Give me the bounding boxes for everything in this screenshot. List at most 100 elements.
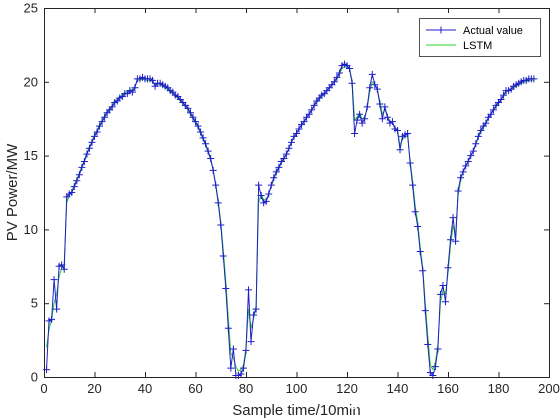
data-point-actual xyxy=(70,183,78,191)
legend-entry-lstm: LSTM xyxy=(426,40,492,52)
data-point-actual xyxy=(275,163,283,171)
data-point-actual xyxy=(280,155,288,163)
data-point-actual xyxy=(404,129,412,137)
data-point-actual xyxy=(497,96,505,104)
data-point-actual xyxy=(441,298,449,306)
data-point-actual xyxy=(396,146,404,154)
data-point-actual xyxy=(383,113,391,121)
data-point-actual xyxy=(351,129,359,137)
data-point-actual xyxy=(83,150,91,158)
data-point-actual xyxy=(346,65,354,73)
data-point-actual xyxy=(270,174,278,182)
x-tick-label: 120 xyxy=(336,381,358,396)
data-point-actual xyxy=(457,174,465,182)
data-point-actual xyxy=(431,363,439,371)
data-point-actual xyxy=(462,162,470,170)
data-point-actual xyxy=(409,181,417,189)
x-tick-label: 60 xyxy=(188,381,202,396)
data-point-actual xyxy=(128,88,136,96)
data-point-actual xyxy=(242,346,250,354)
data-point-actual xyxy=(378,115,386,123)
legend-label-lstm: LSTM xyxy=(463,40,492,52)
data-point-actual xyxy=(285,144,293,152)
data-point-actual xyxy=(257,191,265,199)
data-point-actual xyxy=(267,181,275,189)
data-point-actual xyxy=(131,84,139,92)
data-point-actual xyxy=(53,305,61,313)
data-point-actual xyxy=(467,152,475,160)
data-point-actual xyxy=(217,221,225,229)
x-tick-label: 80 xyxy=(239,381,253,396)
data-point-actual xyxy=(419,267,427,275)
x-tick-label: 160 xyxy=(437,381,459,396)
data-point-actual xyxy=(149,76,157,84)
data-point-actual xyxy=(469,147,477,155)
data-point-actual xyxy=(229,345,237,353)
data-point-actual xyxy=(348,79,356,87)
data-point-actual xyxy=(48,315,56,323)
y-tick-label: 10 xyxy=(24,222,38,237)
data-point-actual xyxy=(373,85,381,93)
data-point-actual xyxy=(192,118,199,126)
data-point-actual xyxy=(239,364,247,372)
data-point-actual xyxy=(482,119,490,127)
data-point-actual xyxy=(282,150,290,158)
data-point-actual xyxy=(381,103,389,111)
data-point-actual xyxy=(250,311,258,319)
data-point-actual xyxy=(80,158,88,166)
data-point-actual xyxy=(411,208,419,216)
data-point-actual xyxy=(452,237,460,245)
data-point-actual xyxy=(376,100,384,108)
data-point-actual xyxy=(310,101,318,109)
data-point-actual xyxy=(305,110,313,118)
data-point-actual xyxy=(436,290,444,298)
y-axis-label: PV Power/MW xyxy=(4,143,21,241)
data-point-actual xyxy=(60,265,68,273)
data-point-actual xyxy=(363,103,371,111)
plot-area xyxy=(44,8,549,377)
data-point-actual xyxy=(424,341,432,349)
data-point-actual xyxy=(356,110,364,118)
data-point-actual xyxy=(108,103,116,111)
data-point-actual xyxy=(91,132,98,140)
data-point-actual xyxy=(237,370,245,378)
y-tick-label: 0 xyxy=(31,370,38,385)
legend-marker-actual xyxy=(437,26,445,34)
x-axis-label: Sample time/10min xyxy=(232,402,360,419)
y-tick-label: 15 xyxy=(24,148,38,163)
data-point-actual xyxy=(262,197,270,205)
data-point-actual xyxy=(394,127,401,135)
data-point-actual xyxy=(50,276,58,284)
data-point-actual xyxy=(189,113,197,121)
data-point-actual xyxy=(272,168,280,176)
data-point-actual xyxy=(252,305,260,313)
data-point-actual xyxy=(212,181,220,189)
data-point-actual xyxy=(245,286,253,294)
data-point-actual xyxy=(93,128,101,136)
data-point-actual xyxy=(444,264,452,272)
data-point-actual xyxy=(414,222,422,230)
data-point-actual xyxy=(366,84,374,92)
data-point-actual xyxy=(472,140,480,148)
data-point-actual xyxy=(464,158,472,166)
data-point-actual xyxy=(459,168,467,176)
data-point-actual xyxy=(439,281,447,289)
data-point-actual xyxy=(199,134,207,142)
data-point-actual xyxy=(489,106,497,114)
data-point-actual xyxy=(222,284,230,292)
data-point-actual xyxy=(371,81,379,89)
data-point-actual xyxy=(416,248,424,256)
data-point-actual xyxy=(353,116,361,124)
data-point-actual xyxy=(406,159,414,167)
data-point-actual xyxy=(197,128,205,136)
data-point-actual xyxy=(477,127,485,135)
x-tick-label: 40 xyxy=(138,381,152,396)
data-point-actual xyxy=(308,106,316,114)
data-point-actual xyxy=(368,70,376,78)
data-point-actual xyxy=(207,155,215,163)
data-point-actual xyxy=(68,189,76,196)
series-layer xyxy=(43,61,538,380)
data-point-actual xyxy=(214,199,222,207)
data-point-actual xyxy=(265,190,273,198)
data-point-actual xyxy=(194,122,202,130)
